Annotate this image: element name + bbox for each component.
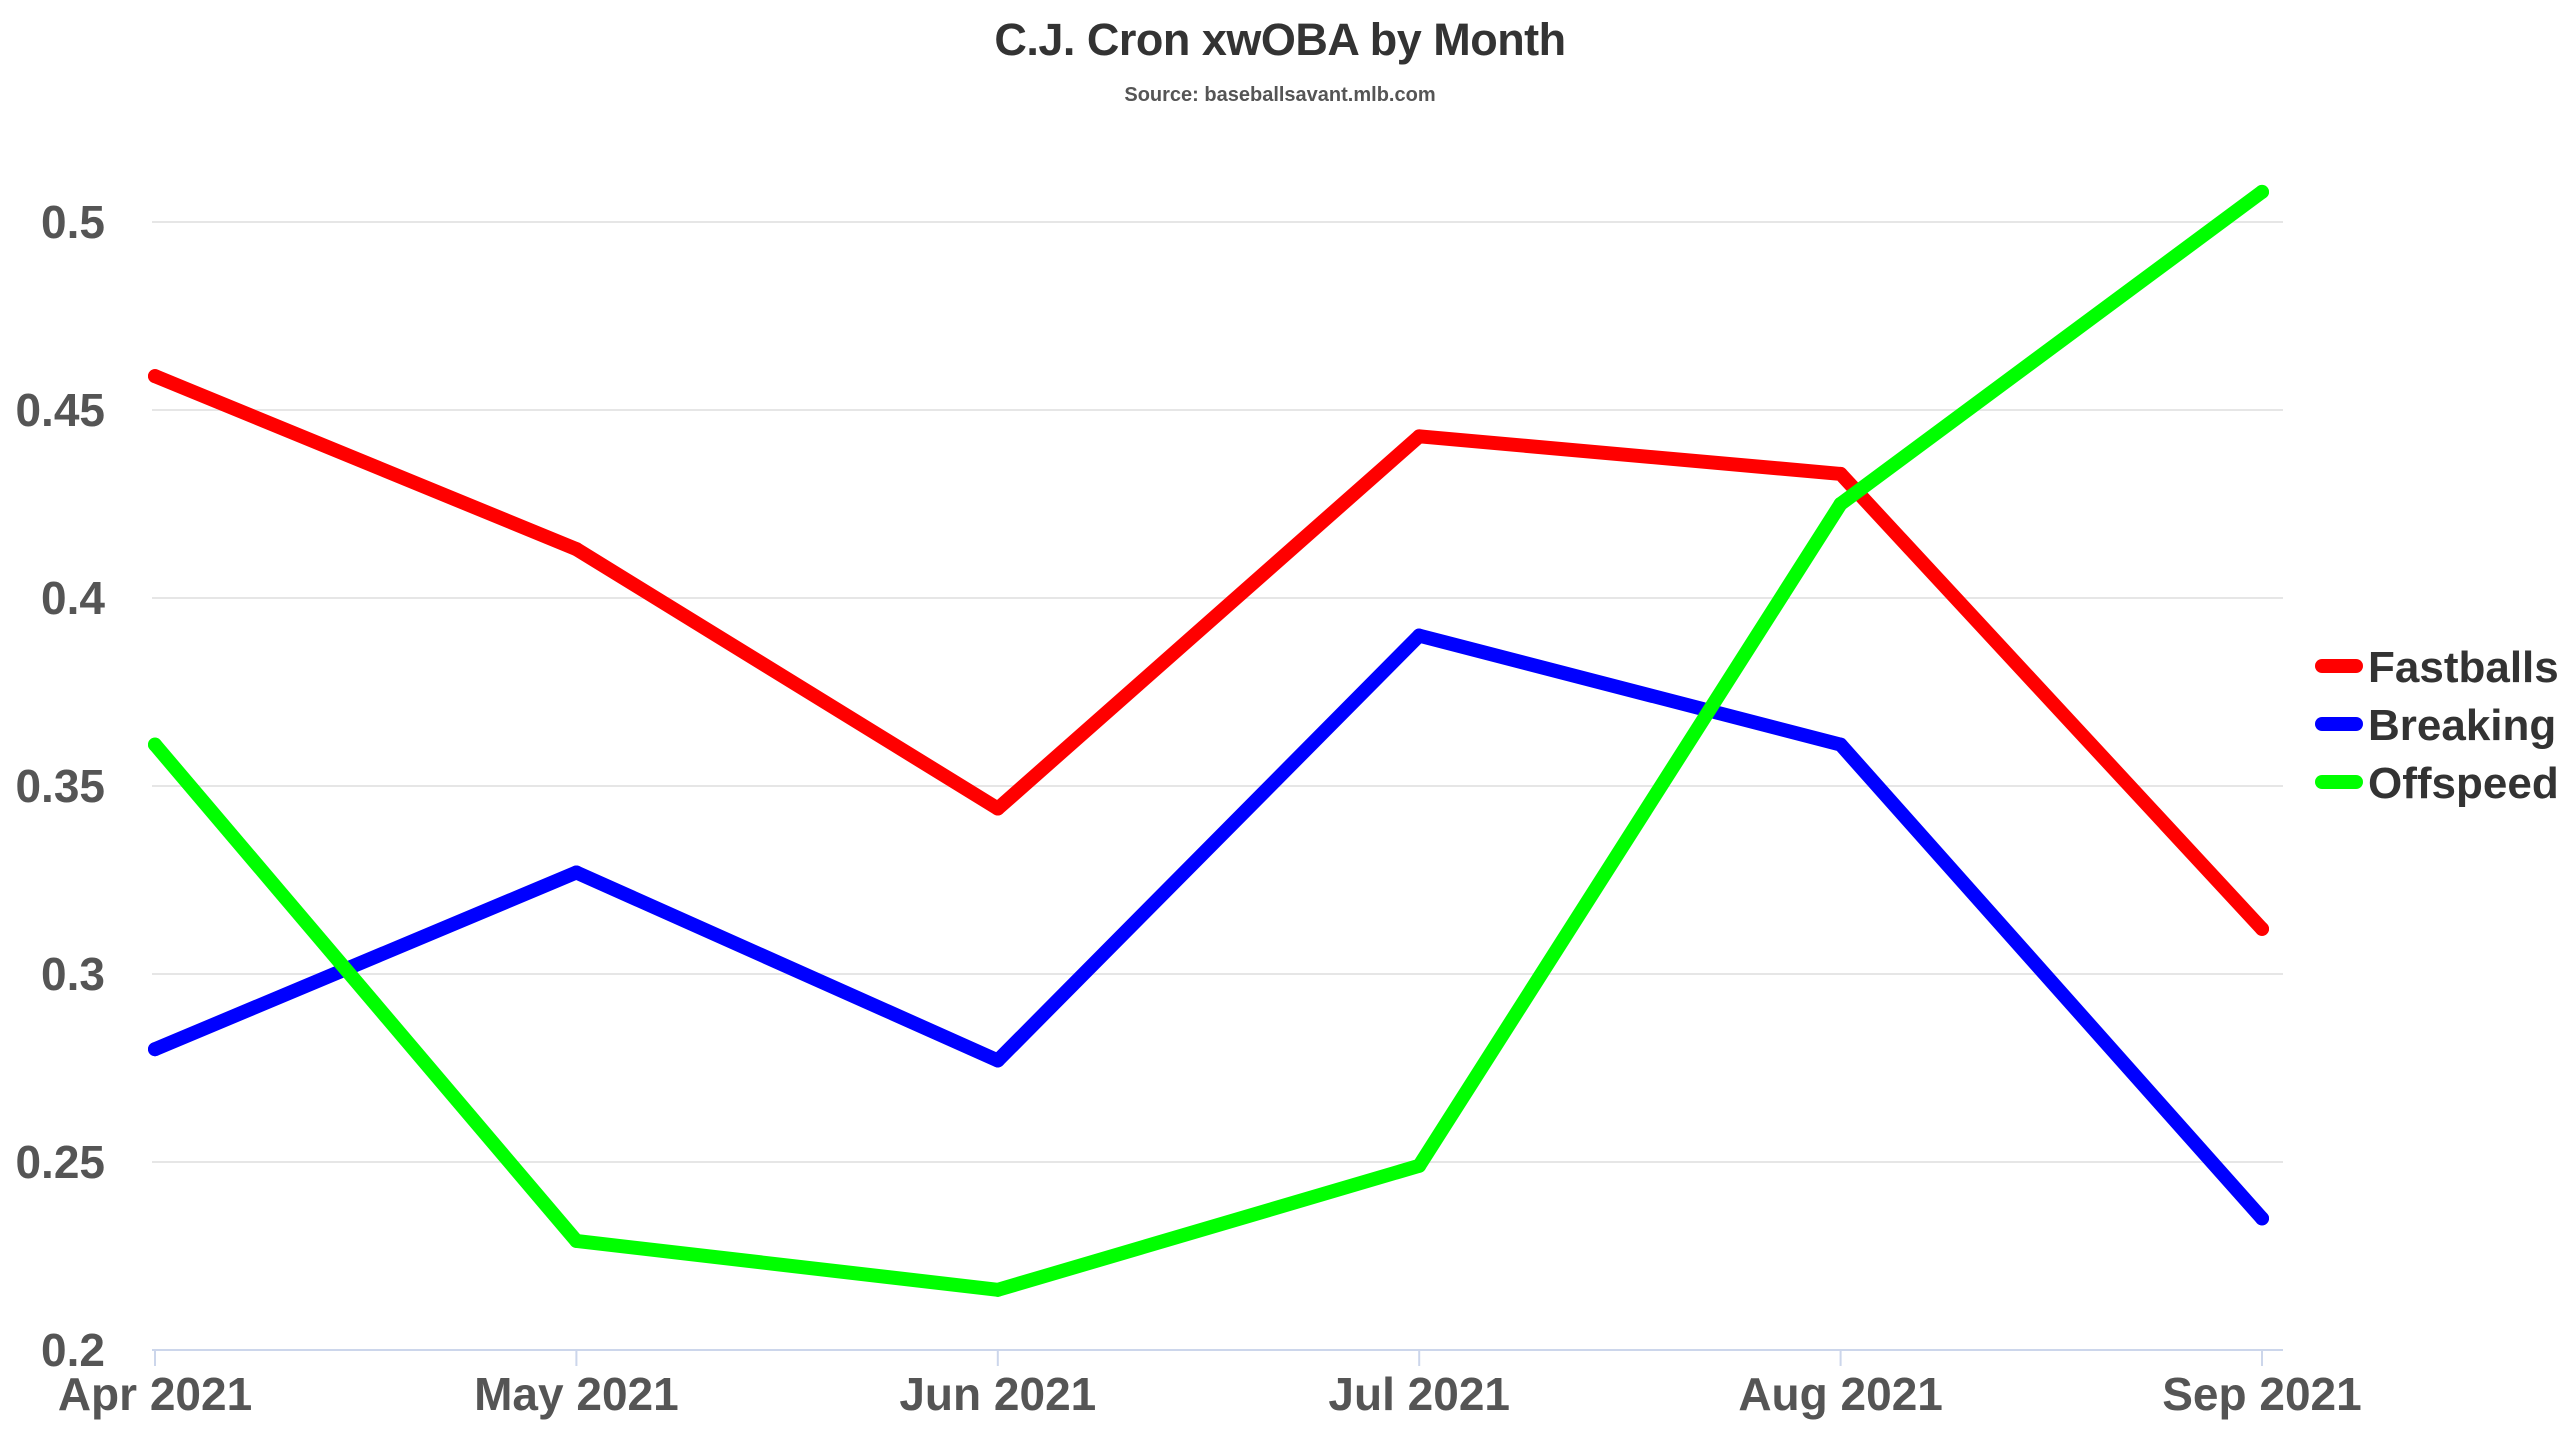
legend-item-fastballs[interactable]: Fastballs: [2315, 643, 2559, 692]
data-point-fastballs: [148, 369, 162, 384]
series-line-offspeed: [148, 184, 2269, 1297]
chart-title: C.J. Cron xwOBA by Month: [994, 14, 1566, 65]
x-tick-labels: Apr 2021 May 2021 Jun 2021 Jul 2021 Aug 2021…: [58, 1368, 2362, 1420]
data-point-breaking: [148, 1042, 162, 1057]
chart-subtitle: Source: baseballsavant.mlb.com: [1124, 84, 1436, 106]
x-tick-label: May 2021: [474, 1368, 679, 1420]
data-point-breaking: [2255, 1211, 2269, 1226]
y-tick-label: 0.35: [15, 760, 105, 812]
data-point-fastballs: [1412, 429, 1427, 444]
data-point-fastballs: [990, 801, 1005, 816]
legend-label: Breaking: [2368, 701, 2556, 750]
x-axis: [152, 1349, 2283, 1366]
y-tick-label: 0.2: [41, 1324, 105, 1376]
y-tick-label: 0.25: [15, 1136, 105, 1188]
legend-item-breaking[interactable]: Breaking: [2315, 701, 2556, 750]
data-point-offspeed: [1833, 497, 1848, 511]
x-tick-label: Jul 2021: [1328, 1368, 1510, 1420]
data-point-breaking: [1833, 737, 1848, 752]
data-point-breaking: [1412, 628, 1427, 643]
data-point-offspeed: [148, 737, 162, 752]
data-point-breaking: [569, 865, 584, 880]
data-point-offspeed: [2255, 184, 2269, 199]
data-point-fastballs: [1833, 466, 1848, 481]
series-lines: [148, 184, 2269, 1297]
data-point-fastballs: [569, 542, 584, 557]
x-tick-label: Jun 2021: [899, 1368, 1096, 1420]
legend-label: Offspeed: [2368, 759, 2559, 808]
y-tick-label: 0.5: [41, 196, 105, 248]
y-tick-labels: 0.2 0.25 0.3 0.35 0.4 0.45 0.5: [15, 196, 105, 1376]
legend: Fastballs Breaking Offspeed: [2315, 643, 2559, 808]
x-tick-label: Apr 2021: [58, 1368, 252, 1420]
series-line-fastballs: [148, 369, 2269, 936]
y-tick-label: 0.4: [41, 572, 105, 624]
data-point-offspeed: [990, 1282, 1005, 1297]
legend-item-offspeed[interactable]: Offspeed: [2315, 759, 2559, 808]
y-tick-label: 0.45: [15, 384, 105, 436]
gridlines: [152, 221, 2283, 1163]
x-tick-label: Sep 2021: [2162, 1368, 2361, 1420]
y-tick-label: 0.3: [41, 948, 105, 1000]
data-point-offspeed: [1412, 1158, 1427, 1173]
series-line-breaking: [148, 628, 2269, 1226]
data-point-breaking: [990, 1053, 1005, 1068]
data-point-offspeed: [569, 1233, 584, 1248]
legend-label: Fastballs: [2368, 643, 2559, 692]
x-tick-label: Aug 2021: [1738, 1368, 1943, 1420]
data-point-fastballs: [2255, 921, 2269, 936]
